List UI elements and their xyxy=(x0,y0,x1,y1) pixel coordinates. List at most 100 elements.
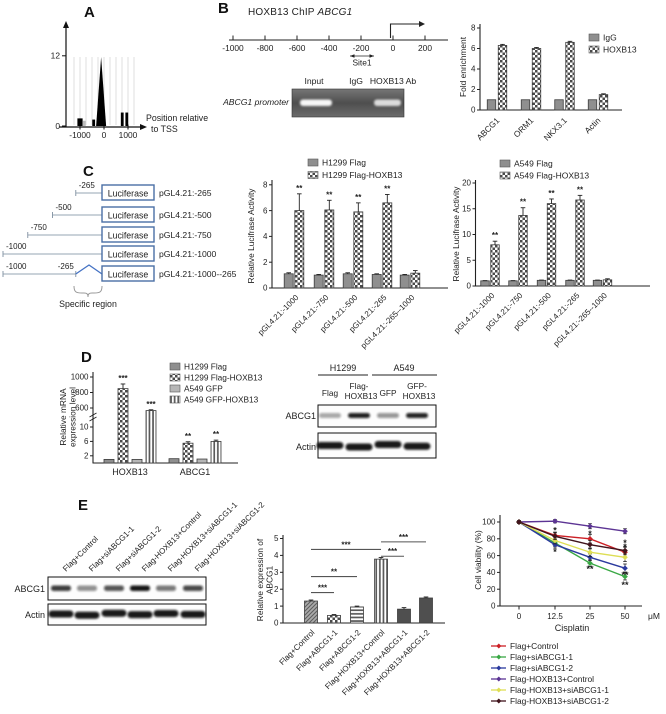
protein-band xyxy=(180,610,206,618)
y-tick-label: 0 xyxy=(471,106,476,115)
y-tick-label: 2 xyxy=(84,452,89,461)
ruler-tick-label: 0 xyxy=(391,43,396,53)
lane-label: HOXB13 xyxy=(345,391,378,401)
construct-name: pGL4.21:-1000--265 xyxy=(159,269,237,279)
y-tick-label: 2 xyxy=(471,85,476,94)
y-axis-label: ABCG1 xyxy=(265,565,275,594)
bar xyxy=(342,273,353,289)
gel-band xyxy=(374,99,401,106)
legend-label: H1299 Flag xyxy=(322,158,366,168)
significance: * xyxy=(553,525,557,535)
y-tick-label: 8 xyxy=(263,181,268,190)
panel-b-promoter-ruler: -1000 -800 -600 -400 -200 0 200 Site1 xyxy=(222,21,448,68)
blot-box xyxy=(47,603,207,626)
blot-box xyxy=(317,404,437,428)
luciferase-label: Luciferase xyxy=(108,250,149,260)
legend-label: H1299 Flag-HOXB13 xyxy=(322,170,403,180)
y-tick-label: 60 xyxy=(487,551,496,560)
ruler-tick-label: 200 xyxy=(418,43,432,53)
data-point xyxy=(622,565,628,572)
data-point xyxy=(587,549,593,556)
luciferase-label: Luciferase xyxy=(108,211,149,221)
bar xyxy=(103,458,115,464)
significance: * xyxy=(623,542,627,552)
bar xyxy=(82,120,86,126)
series-line xyxy=(518,520,626,532)
bar xyxy=(486,99,497,111)
bar xyxy=(77,118,81,126)
blot-box xyxy=(47,576,207,601)
y-tick-label: 80 xyxy=(487,535,496,544)
data-point xyxy=(587,523,593,530)
bar xyxy=(508,280,518,287)
x-tick-label: 12.5 xyxy=(547,612,563,621)
bar xyxy=(125,112,129,126)
significance: *** xyxy=(399,533,409,542)
ruler-tick-label: -600 xyxy=(289,43,306,53)
y-axis-label: Relative expression of xyxy=(255,538,265,621)
blot-row-label: Actin xyxy=(296,442,316,452)
bar xyxy=(480,280,490,287)
panel-b-title: HOXB13 ChIP ABCG1 xyxy=(248,7,352,18)
data-point xyxy=(552,541,558,548)
legend-label: H1299 Flag-HOXB13 xyxy=(184,373,263,383)
luciferase-label: Luciferase xyxy=(108,231,149,241)
bar xyxy=(283,273,294,289)
bar xyxy=(371,274,382,289)
y-axis-label: Cell viability (%) xyxy=(473,530,483,590)
significance: * xyxy=(623,538,627,548)
protein-band xyxy=(316,442,344,449)
y-axis-label: Relative mRNA xyxy=(58,388,68,446)
gel-lane-label: HOXB13 Ab xyxy=(370,76,417,86)
bar xyxy=(520,99,531,111)
construct-name: pGL4.21:-1000 xyxy=(159,249,217,259)
protein-band xyxy=(406,413,428,418)
x-category-label: Flag+ABCG1-2 xyxy=(318,628,363,673)
y-tick-label: 20 xyxy=(487,585,496,594)
x-tick-label: 0 xyxy=(102,130,107,140)
protein-band xyxy=(156,585,176,591)
protein-band xyxy=(183,585,203,591)
cell-line-label: H1299 xyxy=(330,363,357,373)
x-tick-label: 50 xyxy=(621,612,630,621)
bar xyxy=(497,45,508,111)
panel-e-western-blot: Flag+ControlFlag+siABCG1-1Flag+siABCG1-2… xyxy=(14,500,267,626)
x-category-label: NKX3.1 xyxy=(542,115,570,143)
bar xyxy=(575,199,585,287)
significance: *** xyxy=(318,584,328,593)
significance: *** xyxy=(146,400,156,409)
significance: ** xyxy=(185,432,192,441)
significance: ** xyxy=(621,580,629,590)
significance: *** xyxy=(388,547,398,556)
data-point xyxy=(587,541,593,548)
position-label: -500 xyxy=(56,203,73,212)
legend-swatch xyxy=(588,45,600,54)
series-line xyxy=(518,521,626,578)
luciferase-box xyxy=(101,265,155,282)
significance: *** xyxy=(118,374,128,383)
legend-marker xyxy=(496,643,502,649)
significance: * xyxy=(588,529,592,539)
brace xyxy=(73,285,103,298)
significance: ** xyxy=(520,198,527,207)
significance: ** xyxy=(577,185,584,194)
data-point xyxy=(622,554,628,561)
significance: ** xyxy=(548,189,555,198)
legend-label: Flag+siABCG1-1 xyxy=(510,652,573,662)
site1-label: Site1 xyxy=(352,58,371,68)
deletion-caret xyxy=(75,264,103,275)
legend-label: A549 Flag xyxy=(514,159,553,169)
y-tick-label: 1 xyxy=(274,602,279,611)
data-point xyxy=(552,533,558,540)
y-tick-label: 4 xyxy=(274,551,279,560)
protein-band xyxy=(74,611,100,619)
lane-label: Flag+siABCG1-1 xyxy=(87,524,136,573)
data-point xyxy=(587,560,593,566)
x-axis-arrow xyxy=(140,124,147,130)
panel-e-cell-viability-chart: 0 20 40 60 80 100 Cell viability (%) 0 12.5 25 50 μ… xyxy=(473,515,660,706)
legend-marker xyxy=(496,665,502,671)
